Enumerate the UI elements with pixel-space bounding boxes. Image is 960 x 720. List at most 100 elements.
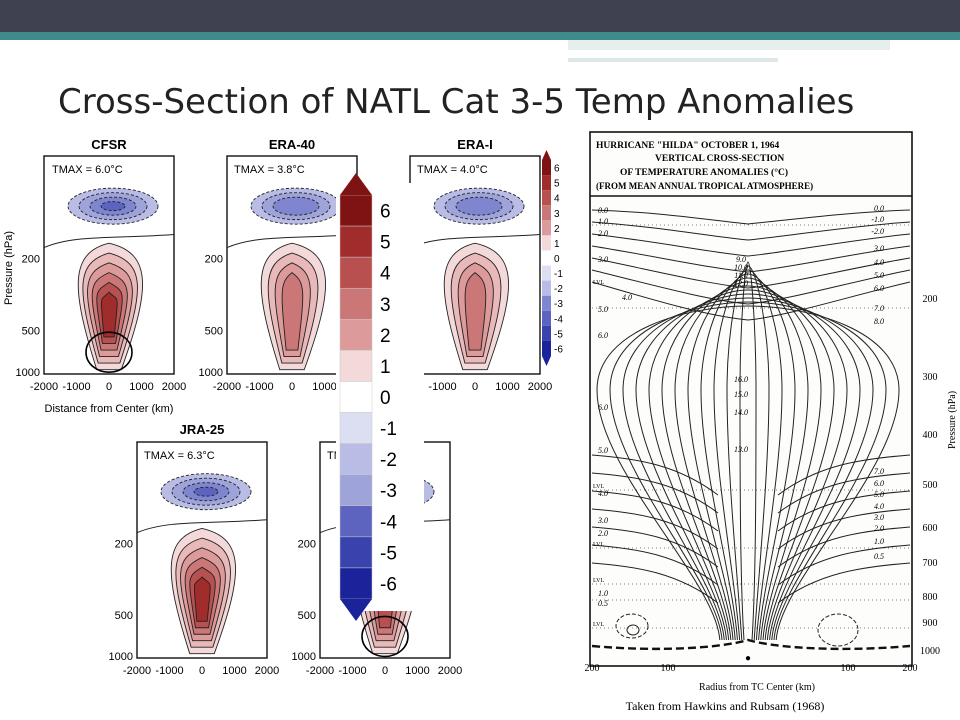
contour-label: 6.0 bbox=[874, 479, 884, 488]
contour-label: 1.0 bbox=[874, 537, 884, 546]
x-axis-label: Distance from Center (km) bbox=[45, 403, 174, 415]
slide-accent-bar bbox=[0, 32, 960, 40]
x-tick-label: 0 bbox=[472, 381, 478, 393]
colorbar-tick-label: 1 bbox=[380, 357, 391, 378]
colorbar-swatch bbox=[339, 225, 373, 258]
level-label: LVL bbox=[593, 542, 604, 548]
contour-line bbox=[591, 472, 911, 514]
x-tick-label: -1000 bbox=[155, 665, 183, 677]
contour-label: 15.0 bbox=[734, 390, 748, 399]
colorbar-swatch bbox=[339, 567, 373, 600]
slide-top-bar bbox=[0, 0, 960, 32]
colorbar-tick-label: 4 bbox=[380, 264, 391, 285]
contour-line bbox=[596, 305, 900, 641]
x-tick-label: 1000 bbox=[405, 665, 429, 677]
contour-label: 2.0 bbox=[598, 229, 608, 238]
colorbar-swatch bbox=[339, 443, 373, 475]
contour-line bbox=[591, 454, 911, 496]
contour-label: 2.0 bbox=[598, 529, 608, 538]
x-tick-label: 2000 bbox=[528, 381, 552, 393]
zero-contour bbox=[43, 233, 175, 249]
x-tick-label: -2000 bbox=[30, 381, 58, 393]
cold-anomaly-contour bbox=[455, 196, 503, 216]
y-tick-label: 1000 bbox=[292, 651, 316, 663]
contour-label: 6.0 bbox=[874, 284, 884, 293]
colorbar-tick-label: 2 bbox=[380, 326, 391, 347]
cold-anomaly-contour bbox=[272, 196, 320, 216]
contour-label: 4.0 bbox=[598, 489, 608, 498]
colorbar-tick-label: 1 bbox=[554, 239, 560, 250]
colorbar-swatch bbox=[339, 287, 373, 320]
colorbar-swatch bbox=[542, 265, 551, 281]
contour-label: 6.0 bbox=[598, 403, 608, 412]
x-tick-label: 200 bbox=[903, 663, 918, 674]
level-label: LVL bbox=[593, 578, 604, 584]
x-tick-label: -2000 bbox=[213, 381, 241, 393]
contour-label: 1.0 bbox=[598, 217, 608, 226]
contour-line bbox=[674, 281, 822, 641]
y-tick-label: 600 bbox=[923, 523, 938, 534]
contour-label: 3.0 bbox=[597, 516, 608, 525]
colorbar-tick-label: 3 bbox=[554, 209, 560, 220]
colorbar-tick-label: -1 bbox=[554, 269, 563, 280]
y-tick-label: 200 bbox=[205, 253, 223, 265]
contour-line bbox=[591, 221, 911, 241]
panel-title: CFSR bbox=[91, 137, 127, 152]
colorbar-cap bbox=[542, 356, 551, 366]
slide-accent-stripe bbox=[568, 40, 890, 50]
contour-label: 5.0 bbox=[598, 305, 608, 314]
colorbar-tick-label: -3 bbox=[554, 299, 563, 310]
contour-label: -2.0 bbox=[871, 227, 884, 236]
y-tick-label: 500 bbox=[298, 610, 316, 622]
y-tick-label: 1000 bbox=[109, 651, 133, 663]
x-tick-label: 1000 bbox=[495, 381, 519, 393]
x-tick-label: -1000 bbox=[338, 665, 366, 677]
colorbar-cap bbox=[542, 150, 551, 160]
colorbar-tick-label: 6 bbox=[554, 164, 560, 175]
colorbar-tick-label: 4 bbox=[554, 194, 560, 205]
colorbar-swatch bbox=[542, 325, 551, 341]
contour-label: 4.0 bbox=[622, 293, 632, 302]
cold-anomaly-contour bbox=[193, 486, 219, 497]
contour-line bbox=[591, 281, 911, 321]
reanalysis-panels: CFSR TMAX = 6.0°C Pressure (hPa) Distanc… bbox=[3, 137, 552, 677]
y-tick-label: 200 bbox=[923, 294, 938, 305]
contour-line bbox=[591, 562, 911, 604]
colorbar-tick-label: 0 bbox=[380, 388, 391, 409]
panel-cfsr: CFSR TMAX = 6.0°C Pressure (hPa) Distanc… bbox=[3, 137, 186, 415]
colorbar-tick-label: 0 bbox=[554, 254, 560, 265]
contour-line bbox=[635, 293, 861, 641]
closed-contour bbox=[817, 613, 859, 647]
contour-label: 9.0 bbox=[736, 255, 746, 264]
contour-label: 3.0 bbox=[873, 244, 884, 253]
highlight-circle bbox=[361, 615, 409, 658]
contour-line bbox=[591, 508, 911, 550]
x-tick-label: -1000 bbox=[428, 381, 456, 393]
y-tick-label: 200 bbox=[298, 539, 316, 551]
contour-line bbox=[591, 209, 911, 225]
colorbar-swatch bbox=[339, 350, 373, 382]
contour-label: 6.0 bbox=[598, 331, 608, 340]
y-tick-label: 1000 bbox=[920, 646, 940, 657]
y-tick-label: 1000 bbox=[16, 367, 40, 379]
x-tick-label: 2000 bbox=[162, 381, 186, 393]
y-tick-label: 400 bbox=[923, 430, 938, 441]
colorbar-swatch bbox=[339, 536, 373, 569]
colorbar-swatch bbox=[339, 194, 373, 227]
contour-label: 3.0 bbox=[873, 513, 884, 522]
colorbar-swatch bbox=[339, 412, 373, 444]
colorbar-tick-label: 2 bbox=[554, 224, 560, 235]
contour-label: 7.0 bbox=[874, 467, 884, 476]
contour-line bbox=[622, 297, 874, 641]
x-tick-label: 0 bbox=[289, 381, 295, 393]
header-line: HURRICANE "HILDA" OCTOBER 1, 1964 bbox=[596, 141, 779, 151]
panel-jra25: JRA-25 TMAX = 6.3°C 200 500 1000 -2000 -1000… bbox=[109, 422, 280, 677]
panel-erai: ERA-I TMAX = 4.0°C 2005001000-2000-10000… bbox=[382, 137, 553, 393]
colorbar-swatch bbox=[542, 205, 551, 221]
colorbar-swatch bbox=[339, 505, 373, 538]
contour-label: 14.0 bbox=[734, 408, 748, 417]
x-axis-label: Radius from TC Center (km) bbox=[699, 682, 815, 693]
x-tick-label: 100 bbox=[661, 663, 676, 674]
colorbar-cap bbox=[340, 599, 372, 621]
colorbar-tick-label: 5 bbox=[554, 179, 560, 190]
